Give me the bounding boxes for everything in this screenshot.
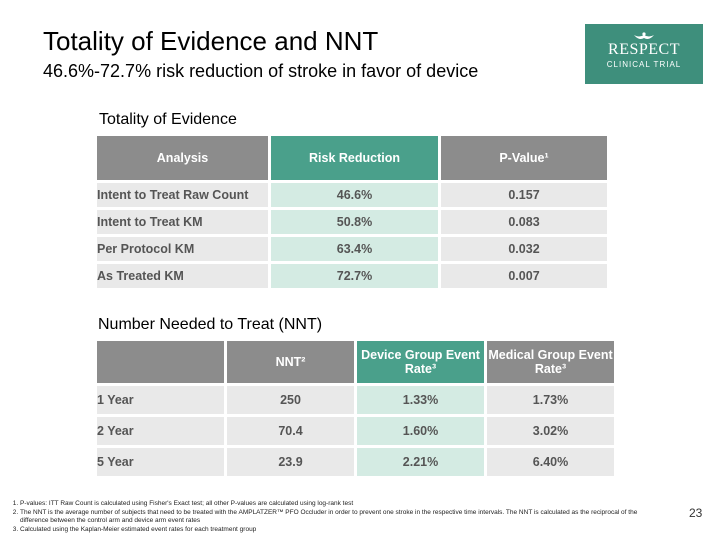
row-label: 2 Year xyxy=(97,417,224,445)
totality-section-title: Totality of Evidence xyxy=(99,111,237,128)
device-rate-cell: 1.33% xyxy=(357,386,484,414)
nnt-cell: 250 xyxy=(227,386,354,414)
risk-reduction-cell: 72.7% xyxy=(271,264,438,288)
footnotes: P-values: ITT Raw Count is calculated us… xyxy=(6,500,666,534)
nnt-cell: 70.4 xyxy=(227,417,354,445)
p-value-cell: 0.007 xyxy=(441,264,607,288)
table-header-row: Analysis Risk Reduction P-Value¹ xyxy=(97,136,607,180)
footnote-2: The NNT is the average number of subject… xyxy=(20,509,666,526)
logo-subtitle: CLINICAL TRIAL xyxy=(606,60,682,69)
col-header-medical-rate: Medical Group Event Rate³ xyxy=(487,341,614,383)
table-row: Intent to Treat KM 50.8% 0.083 xyxy=(97,210,607,234)
col-header-risk-reduction: Risk Reduction xyxy=(271,136,438,180)
footnote-1: P-values: ITT Raw Count is calculated us… xyxy=(20,500,666,509)
col-header-p-value: P-Value¹ xyxy=(441,136,607,180)
row-label: Per Protocol KM xyxy=(97,237,268,261)
table-row: 1 Year 250 1.33% 1.73% xyxy=(97,386,614,414)
row-label: 5 Year xyxy=(97,448,224,476)
col-header-blank xyxy=(97,341,224,383)
nnt-section-title: Number Needed to Treat (NNT) xyxy=(98,316,323,333)
medical-rate-cell: 6.40% xyxy=(487,448,614,476)
table-row: As Treated KM 72.7% 0.007 xyxy=(97,264,607,288)
risk-reduction-cell: 46.6% xyxy=(271,183,438,207)
device-rate-cell: 2.21% xyxy=(357,448,484,476)
totality-table: Analysis Risk Reduction P-Value¹ Intent … xyxy=(94,133,610,291)
p-value-cell: 0.032 xyxy=(441,237,607,261)
table-row: 2 Year 70.4 1.60% 3.02% xyxy=(97,417,614,445)
medical-rate-cell: 1.73% xyxy=(487,386,614,414)
medical-rate-cell: 3.02% xyxy=(487,417,614,445)
col-header-device-rate: Device Group Event Rate³ xyxy=(357,341,484,383)
logo-word: RESPECT xyxy=(608,41,680,58)
table-row: 5 Year 23.9 2.21% 6.40% xyxy=(97,448,614,476)
row-label: 1 Year xyxy=(97,386,224,414)
table-row: Intent to Treat Raw Count 46.6% 0.157 xyxy=(97,183,607,207)
row-label: Intent to Treat KM xyxy=(97,210,268,234)
p-value-cell: 0.083 xyxy=(441,210,607,234)
respect-trial-logo: RESPECT CLINICAL TRIAL xyxy=(585,24,703,84)
nnt-table: NNT² Device Group Event Rate³ Medical Gr… xyxy=(94,338,617,479)
row-label: As Treated KM xyxy=(97,264,268,288)
bird-logo-icon xyxy=(634,32,654,39)
device-rate-cell: 1.60% xyxy=(357,417,484,445)
col-header-analysis: Analysis xyxy=(97,136,268,180)
slide-title: Totality of Evidence and NNT xyxy=(43,26,379,56)
nnt-cell: 23.9 xyxy=(227,448,354,476)
page-number: 23 xyxy=(689,506,703,520)
slide-subtitle: 46.6%-72.7% risk reduction of stroke in … xyxy=(43,61,479,81)
p-value-cell: 0.157 xyxy=(441,183,607,207)
risk-reduction-cell: 50.8% xyxy=(271,210,438,234)
row-label: Intent to Treat Raw Count xyxy=(97,183,268,207)
footnote-3: Calculated using the Kaplan-Meier estima… xyxy=(20,526,666,535)
risk-reduction-cell: 63.4% xyxy=(271,237,438,261)
col-header-nnt: NNT² xyxy=(227,341,354,383)
table-header-row: NNT² Device Group Event Rate³ Medical Gr… xyxy=(97,341,614,383)
table-row: Per Protocol KM 63.4% 0.032 xyxy=(97,237,607,261)
